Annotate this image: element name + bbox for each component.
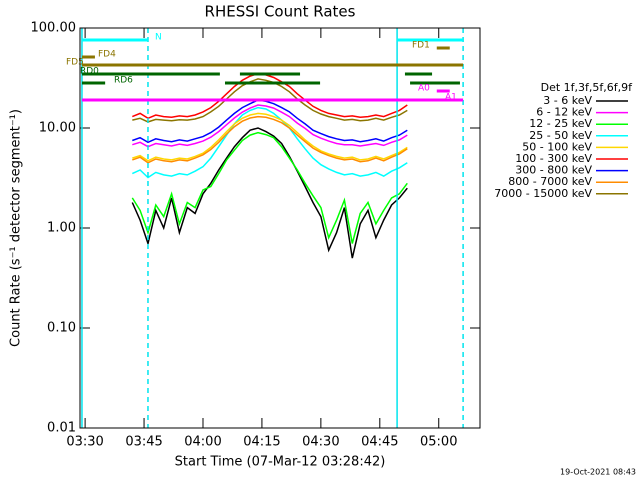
flag-label: FD5 [66,58,84,68]
legend-label: 12 - 25 keV [529,117,592,130]
legend-title: Det 1f,3f,5f,6f,9f [541,81,634,94]
y-tick-label: 0.01 [47,421,76,436]
x-axis-label: Start Time (07-Mar-12 03:28:42) [175,455,386,470]
series-line [132,104,408,148]
plot-frame [79,27,481,429]
flag-label: FD1 [412,41,430,51]
flag-label: FD4 [98,50,116,60]
legend-label: 800 - 7000 keV [508,175,592,188]
y-tick-label: 10.00 [39,121,76,136]
flag-label: RD6 [114,76,133,86]
legend-label: 3 - 6 keV [543,94,592,107]
x-tick-label: 04:00 [184,435,221,450]
series-line [131,127,408,259]
footer: 19-Oct-2021 08:43 [560,468,636,477]
series-line [132,99,408,144]
x-tick-label: 04:30 [302,435,339,450]
y-tick-label: 0.10 [47,321,76,336]
series-line [132,115,408,164]
flag-label: RD0 [80,67,99,77]
series-line [132,72,408,120]
x-tick-label: 04:45 [361,435,398,450]
flag-label: A1 [445,93,457,103]
chart-title: RHESSI Count Rates [205,3,356,21]
x-tick-label: 03:30 [66,435,103,450]
y-axis-label: Count Rate (s⁻¹ detector segment⁻¹) [9,109,24,347]
legend-label: 6 - 12 keV [536,106,592,119]
flag-label: A0 [418,84,430,94]
legend-label: 300 - 800 keV [515,164,592,177]
series-line [131,106,408,179]
flag-label: N [155,33,162,43]
legend-label: 7000 - 15000 keV [494,187,592,200]
x-tick-label: 05:00 [420,435,457,450]
x-tick-label: 04:15 [243,435,280,450]
y-tick-label: 1.00 [47,221,76,236]
series-line [132,78,408,123]
series-line [131,131,408,244]
y-tick-label: 100.00 [31,21,77,36]
legend-label: 25 - 50 keV [529,129,592,142]
legend-label: 50 - 100 keV [522,140,592,153]
x-tick-label: 03:45 [125,435,162,450]
legend-label: 100 - 300 keV [515,152,592,165]
series-line [132,112,408,162]
